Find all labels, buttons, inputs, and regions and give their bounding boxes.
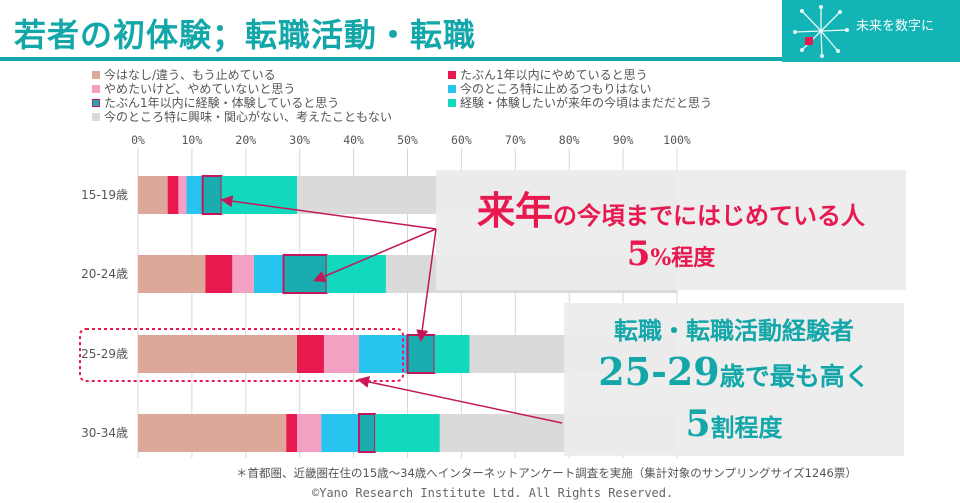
callout-job-change-rest: 歳で最も高く bbox=[719, 362, 870, 391]
brand-box: 未来を数字に bbox=[782, 0, 960, 62]
bar-2-series-3 bbox=[358, 335, 408, 373]
legend-swatch-1 bbox=[448, 70, 456, 79]
callout-next-year-line2: 5%程度 bbox=[436, 234, 906, 274]
legend-swatch-3 bbox=[448, 84, 456, 93]
callout-next-year-unit: %程度 bbox=[650, 245, 716, 271]
callout-job-change-line2: 25-29歳で最も高く bbox=[564, 349, 904, 394]
legend-label-1: たぶん1年以内にやめていると思う bbox=[460, 68, 648, 82]
legend-label-4: たぶん1年以内に経験・体験していると思う bbox=[104, 96, 340, 110]
bar-2-series-2 bbox=[323, 335, 359, 373]
bar-3-series-3 bbox=[321, 414, 359, 452]
callout-job-change-num: 5 bbox=[685, 403, 711, 445]
bar-0-series-0 bbox=[138, 176, 168, 214]
bar-3-series-1 bbox=[286, 414, 298, 452]
legend-item-3: 今のところ特に止めるつもりはない bbox=[448, 80, 652, 97]
x-tick-label-1: 10% bbox=[182, 133, 203, 147]
y-axis-categories: 15-19歳 20-24歳 25-29歳 30-34歳 bbox=[81, 188, 128, 440]
legend-swatch-4 bbox=[92, 98, 100, 107]
category-label-3: 30-34歳 bbox=[81, 426, 128, 440]
bar-3-series-0 bbox=[138, 414, 287, 452]
bar-1-series-2 bbox=[232, 255, 254, 293]
callout-job-change-line3: 5割程度 bbox=[564, 403, 904, 445]
bar-3-series-2 bbox=[297, 414, 322, 452]
bar-0-series-4 bbox=[201, 175, 223, 215]
legend-swatch-5 bbox=[448, 98, 456, 107]
legend-swatch-0 bbox=[92, 70, 100, 79]
category-label-2: 25-29歳 bbox=[81, 347, 128, 361]
bar-1-series-5 bbox=[326, 255, 386, 293]
title-underline bbox=[0, 57, 782, 61]
callout-next-year-line1: 来年の今頃までにはじめている人 bbox=[436, 180, 906, 235]
callout-next-year-rest: の今頃までにはじめている人 bbox=[553, 201, 865, 230]
burst-logo-icon bbox=[793, 5, 849, 58]
x-tick-label-2: 20% bbox=[235, 133, 256, 147]
callout-job-change-age: 25-29 bbox=[598, 349, 720, 394]
x-axis-ticks: 0% 10% 20% 30% 40% 50% 60% 70% 80% 90% 100% bbox=[131, 133, 691, 147]
legend-swatch-2 bbox=[92, 84, 100, 93]
bar-2-series-1 bbox=[297, 335, 324, 373]
bar-0-series-2 bbox=[178, 176, 187, 214]
bar-0-series-5 bbox=[221, 176, 298, 214]
title-bar: 若者の初体験；転職活動・転職 bbox=[0, 0, 782, 61]
bar-3-series-5 bbox=[375, 414, 440, 452]
bar-1-series-4 bbox=[282, 254, 328, 294]
x-tick-label-3: 30% bbox=[289, 133, 310, 147]
legend-item-5: 経験・体験したいが来年の今頃はまだだと思う bbox=[448, 94, 712, 111]
legend-item-2: やめたいけど、やめていないと思う bbox=[92, 80, 295, 97]
copyright: ©Yano Research Institute Ltd. All Rights… bbox=[312, 486, 674, 500]
x-tick-label-0: 0% bbox=[131, 133, 145, 147]
x-tick-label-8: 80% bbox=[559, 133, 580, 147]
callout-job-change-unit: 割程度 bbox=[710, 413, 783, 442]
legend-item-4: たぶん1年以内に経験・体験していると思う bbox=[92, 94, 339, 111]
legend-item-6: 今のところ特に興味・関心がない、考えたこともない bbox=[92, 108, 392, 125]
callout-job-change: 転職・転職活動経験者 25-29歳で最も高く 5割程度 bbox=[564, 303, 904, 456]
brand-tagline: 未来を数字に bbox=[856, 19, 935, 34]
bar-3-series-4 bbox=[357, 413, 377, 453]
legend-swatch-6 bbox=[92, 112, 100, 121]
bar-2-series-4 bbox=[406, 334, 436, 374]
x-tick-label-9: 90% bbox=[613, 133, 634, 147]
callout-job-change-line1: 転職・転職活動経験者 bbox=[614, 316, 854, 345]
category-label-1: 20-24歳 bbox=[81, 267, 128, 281]
callout-next-year: 来年の今頃までにはじめている人 5%程度 bbox=[436, 170, 906, 290]
legend-label-2: やめたいけど、やめていないと思う bbox=[104, 82, 296, 96]
legend-label-3: 今のところ特に止めるつもりはない bbox=[460, 82, 652, 96]
x-tick-label-5: 50% bbox=[397, 133, 418, 147]
bar-1-series-0 bbox=[138, 255, 206, 293]
bar-2-series-0 bbox=[138, 335, 298, 373]
page-title: 若者の初体験；転職活動・転職 bbox=[14, 16, 477, 54]
category-label-0: 15-19歳 bbox=[81, 188, 128, 202]
legend-label-6: 今のところ特に興味・関心がない、考えたこともない bbox=[104, 110, 393, 124]
footnote: ＊首都圏、近畿圏在住の15歳～34歳へインターネットアンケート調査を実施（集計対… bbox=[236, 466, 857, 480]
legend-item-0: 今はなし/違う、もう止めている bbox=[92, 66, 276, 83]
bar-2-series-5 bbox=[434, 335, 470, 373]
legend-label-0: 今はなし/違う、もう止めている bbox=[104, 68, 276, 82]
x-tick-label-10: 100% bbox=[663, 133, 691, 147]
legend-item-1: たぶん1年以内にやめていると思う bbox=[448, 66, 648, 83]
x-tick-label-6: 60% bbox=[451, 133, 472, 147]
bar-1-series-3 bbox=[253, 255, 284, 293]
bar-1-series-1 bbox=[205, 255, 233, 293]
x-tick-label-7: 70% bbox=[505, 133, 526, 147]
callout-next-year-num: 5 bbox=[626, 234, 651, 274]
x-tick-label-4: 40% bbox=[343, 133, 364, 147]
legend-label-5: 経験・体験したいが来年の今頃はまだだと思う bbox=[460, 96, 713, 110]
bar-0-series-3 bbox=[186, 176, 203, 214]
callout-next-year-big: 来年 bbox=[476, 188, 553, 233]
bar-0-series-1 bbox=[167, 176, 179, 214]
